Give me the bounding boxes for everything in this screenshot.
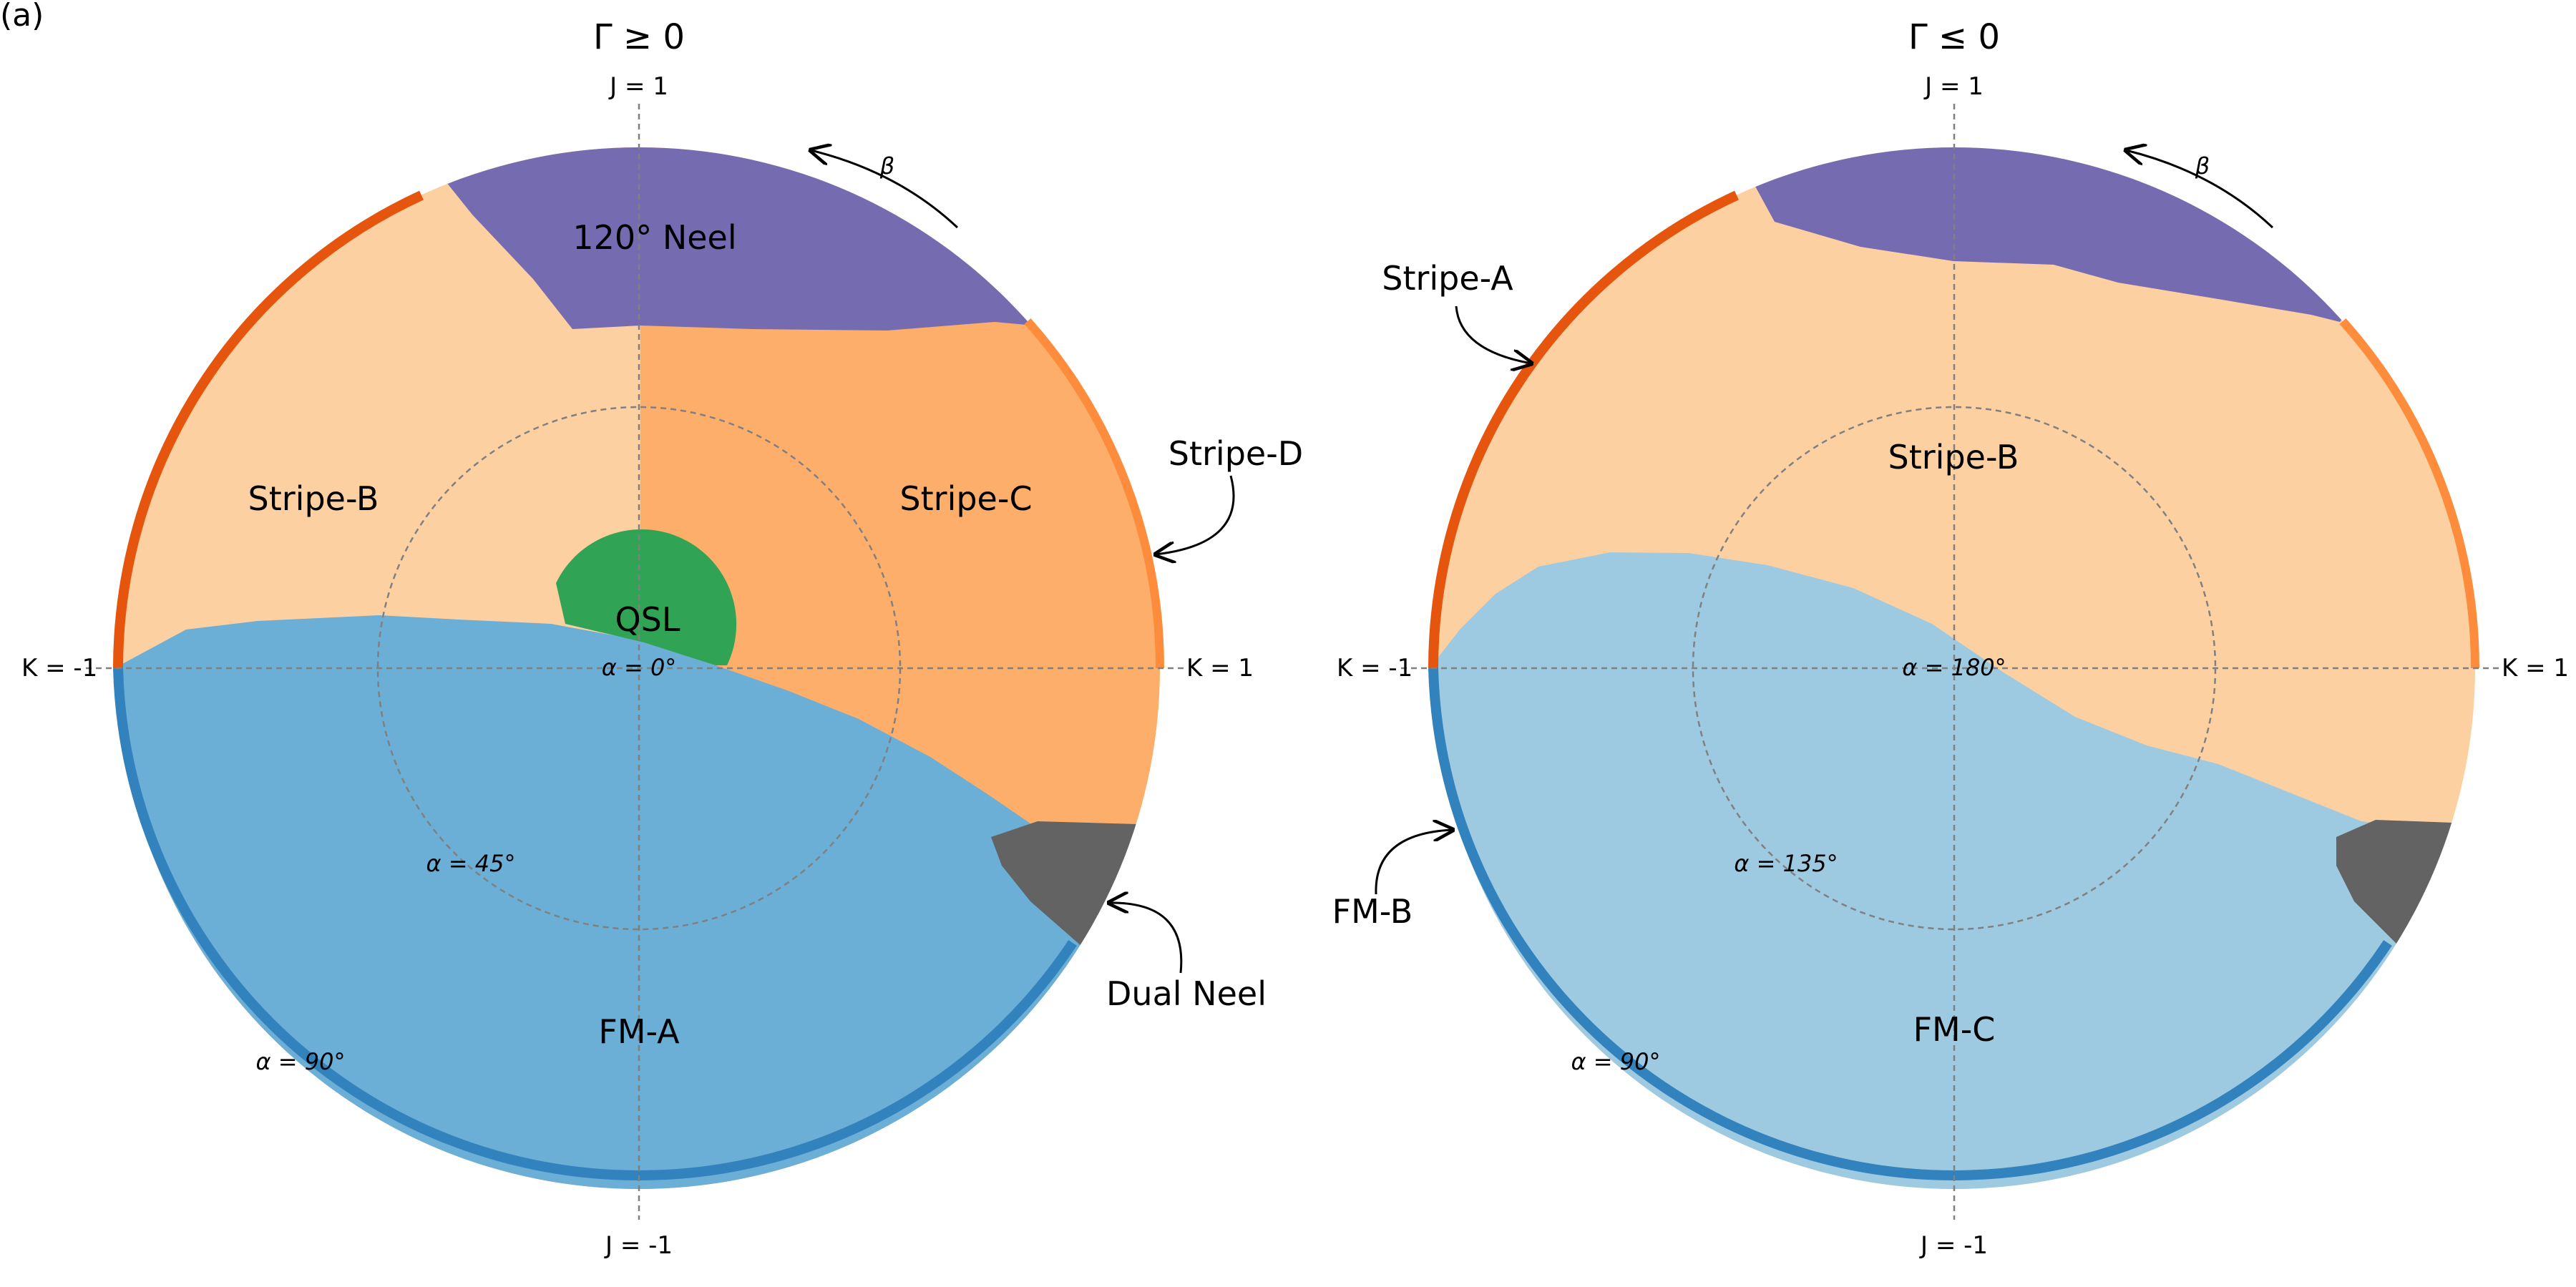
right-axis-left: K = -1 — [1337, 654, 1413, 682]
right-axis-top: J = 1 — [1923, 72, 1984, 101]
right-region-dual-neel — [2336, 820, 2462, 951]
left-phase-disk: Γ ≥ 0 J = 1 J = -1 K = -1 K = 1 120° Nee… — [21, 17, 1303, 1260]
left-region-fm-a — [118, 615, 1160, 1189]
left-rim-stripe-a — [113, 190, 424, 669]
left-rim-fm — [113, 667, 1077, 1180]
left-label-stripe-d: Stripe-D — [1169, 434, 1303, 473]
right-beta-arrow — [2126, 150, 2274, 229]
right-rim-fm — [1428, 667, 2392, 1180]
left-rim-stripe-d — [1024, 318, 1164, 669]
left-alpha-center: α = 0° — [602, 654, 677, 681]
right-stripe-a-arrow — [1455, 305, 1531, 363]
left-region-qsl — [556, 529, 737, 665]
left-dual-neel-arrow — [1109, 903, 1183, 974]
left-axis-right: K = 1 — [1186, 654, 1254, 682]
left-alpha-outer: α = 90° — [256, 1048, 346, 1075]
right-fm-b-arrow — [1375, 830, 1453, 895]
left-label-stripe-b: Stripe-B — [248, 479, 379, 518]
panel-label: (a) — [0, 0, 44, 34]
right-label-fm-b: FM-B — [1332, 892, 1413, 931]
left-beta-arrow — [811, 150, 959, 229]
right-axis-right: K = 1 — [2502, 654, 2569, 682]
left-label-stripe-c: Stripe-C — [899, 479, 1032, 518]
left-label-neel120: 120° Neel — [572, 218, 736, 257]
right-axis-bottom: J = -1 — [1919, 1231, 1988, 1260]
left-label-fm-a: FM-A — [598, 1012, 680, 1051]
right-alpha-outer: α = 90° — [1571, 1048, 1661, 1075]
right-label-stripe-a: Stripe-A — [1382, 259, 1513, 298]
left-axis-top: J = 1 — [608, 72, 668, 101]
right-alpha-center: α = 180° — [1902, 654, 2006, 681]
left-alpha-inner: α = 45° — [426, 850, 516, 877]
right-rim-stripe-a — [1428, 190, 1739, 669]
right-alpha-inner: α = 135° — [1734, 850, 1838, 877]
right-title: Γ ≤ 0 — [1908, 17, 2000, 57]
left-axis-left: K = -1 — [21, 654, 97, 682]
left-axis-bottom: J = -1 — [604, 1231, 673, 1260]
left-label-qsl: QSL — [615, 600, 680, 639]
left-title: Γ ≥ 0 — [593, 17, 685, 57]
right-label-stripe-b: Stripe-B — [1888, 438, 2019, 476]
right-phase-disk: Γ ≤ 0 J = 1 J = -1 K = -1 K = 1 Stripe-B… — [1332, 17, 2569, 1260]
left-region-dual-neel — [991, 821, 1145, 951]
right-label-fm-c: FM-C — [1913, 1010, 1996, 1049]
left-stripe-d-arrow — [1156, 475, 1235, 554]
left-beta-label: β — [879, 152, 894, 180]
left-label-dual-neel: Dual Neel — [1106, 974, 1267, 1013]
right-region-fm-c — [1433, 552, 2475, 1189]
right-beta-label: β — [2195, 152, 2210, 180]
right-rim-stripe-d — [2339, 318, 2479, 669]
